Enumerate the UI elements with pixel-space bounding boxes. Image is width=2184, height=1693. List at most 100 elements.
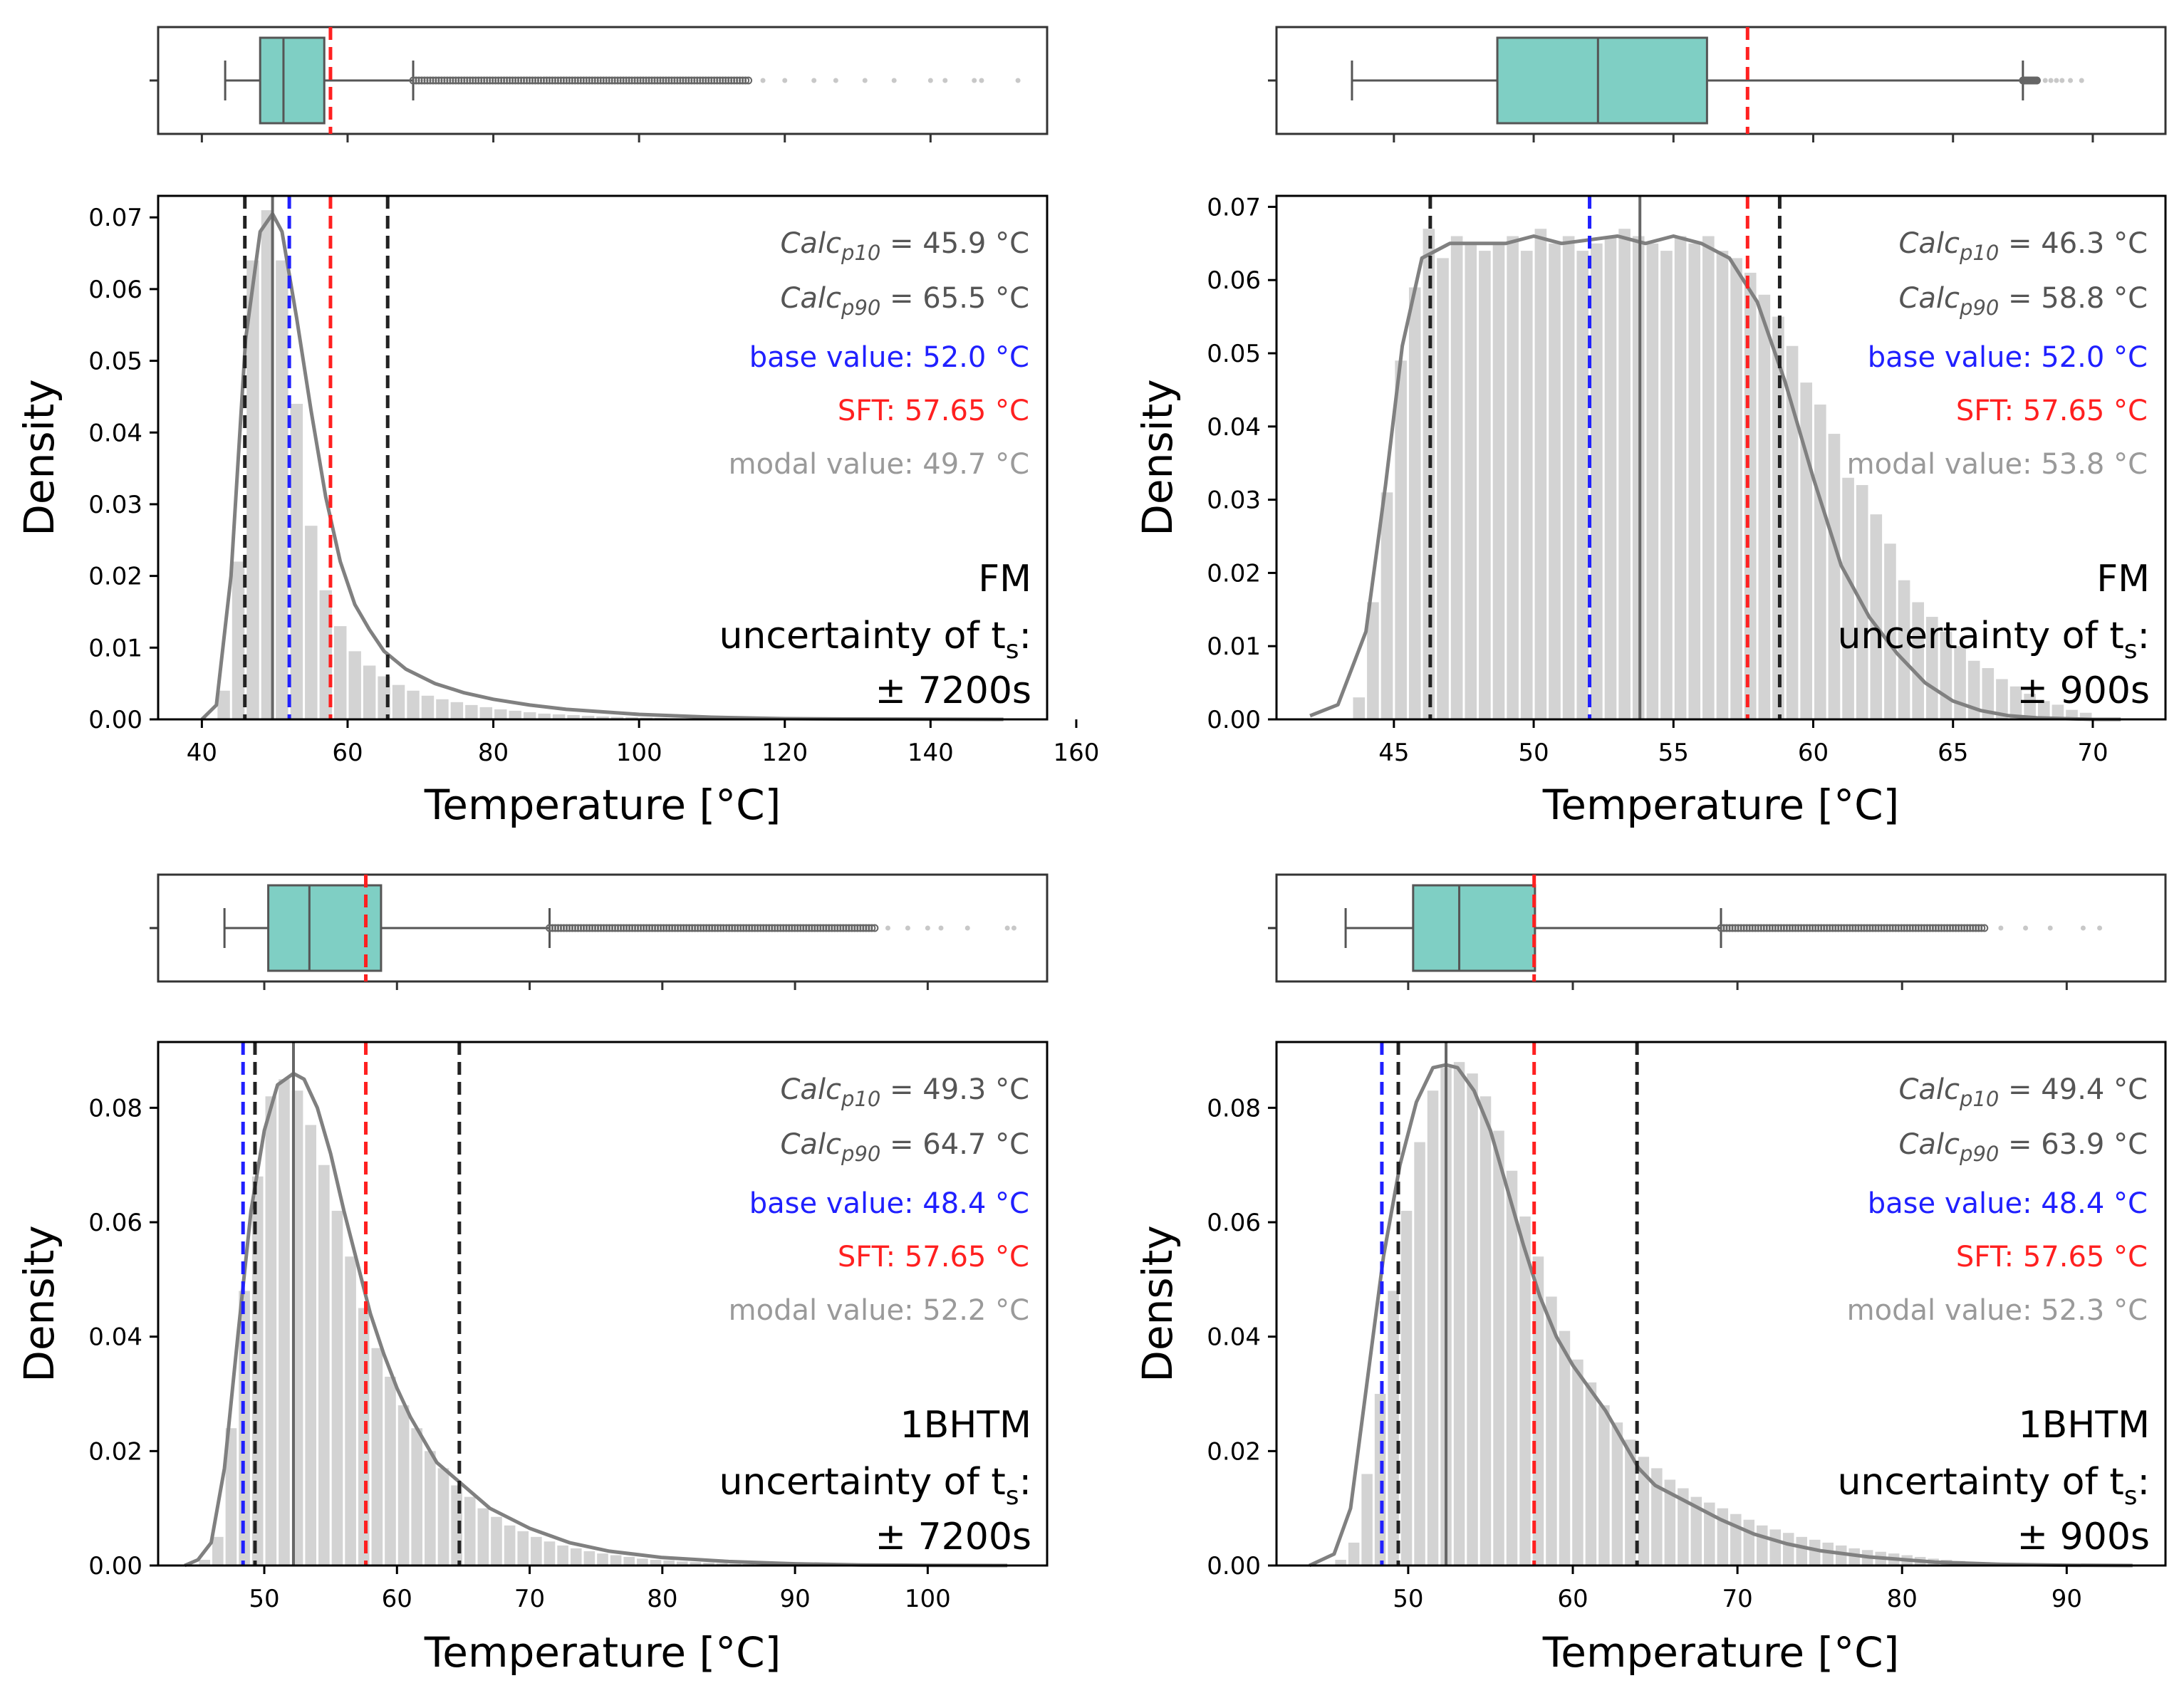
histogram-bar — [1757, 1526, 1767, 1566]
histogram-bar — [436, 699, 448, 719]
calc-subscript: p10 — [1959, 241, 1999, 265]
histogram-bar — [217, 691, 229, 719]
calc-p10-annotation: Calcp10 = 45.9 °C — [780, 227, 1029, 265]
method-label: FM — [2096, 558, 2150, 600]
histogram-bar — [557, 1546, 568, 1566]
x-tick-label: 140 — [908, 739, 954, 767]
histogram-bar — [345, 1256, 356, 1566]
x-tick-label: 60 — [332, 739, 363, 767]
calc-name: Calc — [1898, 227, 1960, 260]
x-tick-label: 50 — [1518, 739, 1549, 767]
histogram-bar — [1507, 1171, 1517, 1566]
y-tick-label: 0.04 — [88, 419, 142, 447]
histogram-bar — [392, 685, 405, 719]
outlier-point — [2081, 926, 2086, 931]
interval-label: ± 900s — [2017, 1516, 2150, 1558]
histogram-bar — [1730, 258, 1742, 719]
y-tick-label: 0.05 — [88, 348, 142, 376]
y-tick-label: 0.01 — [88, 634, 142, 662]
x-tick-label: 60 — [1798, 739, 1829, 767]
histogram-bar — [1559, 1331, 1570, 1566]
x-tick-label: 70 — [2077, 739, 2108, 767]
histogram-bar — [480, 707, 492, 719]
modal-value-annotation: modal value: 52.3 °C — [1847, 1294, 2148, 1327]
uncertainty-label: uncertainty of ts: — [719, 615, 1031, 665]
histogram-bar — [305, 526, 317, 719]
outlier-point — [833, 78, 838, 83]
histogram-bar — [494, 709, 506, 719]
uncertainty-subscript: s — [2124, 635, 2138, 665]
boxplot — [1268, 875, 2165, 990]
uncertainty-subscript: s — [1006, 635, 1019, 665]
calc-subscript: p90 — [1959, 296, 1999, 320]
outlier-point — [2023, 926, 2028, 931]
histogram-bar — [232, 561, 244, 719]
outlier-point — [863, 78, 868, 83]
histogram-bar — [1800, 382, 1812, 719]
histogram-bar — [1381, 492, 1393, 719]
y-tick-label: 0.08 — [88, 1094, 142, 1122]
outlier-point — [2059, 78, 2064, 83]
y-tick-label: 0.04 — [88, 1323, 142, 1352]
histogram-bar — [451, 702, 463, 719]
y-tick-label: 0.04 — [1207, 413, 1261, 442]
outlier-point — [811, 78, 816, 83]
outlier-point — [2097, 926, 2102, 931]
histogram-bar — [1702, 236, 1715, 719]
outlier-point — [2048, 926, 2053, 931]
calc-subscript: p90 — [841, 296, 880, 320]
x-axis-label: Temperature [°C] — [424, 1628, 781, 1677]
outlier-point — [2054, 78, 2059, 83]
histogram-bar — [504, 1526, 516, 1566]
x-tick-label: 160 — [1053, 739, 1099, 767]
calc-value: = 65.5 °C — [880, 282, 1029, 315]
y-tick-label: 0.06 — [1207, 1209, 1261, 1237]
calc-value: = 49.4 °C — [1999, 1073, 2148, 1106]
y-tick-label: 0.06 — [88, 1209, 142, 1237]
modal-value-annotation: modal value: 53.8 °C — [1847, 448, 2148, 481]
uncertainty-subscript: s — [1006, 1481, 1019, 1511]
boxplot — [150, 875, 1047, 990]
outlier-point — [1012, 926, 1016, 931]
calc-name: Calc — [780, 282, 841, 315]
outlier-point — [885, 926, 890, 931]
histogram-bar — [398, 1405, 410, 1566]
calc-value: = 58.8 °C — [1999, 282, 2148, 315]
histogram-bar — [1675, 236, 1687, 719]
histogram-bar — [1744, 1520, 1754, 1566]
y-tick-label: 0.02 — [88, 1437, 142, 1466]
outlier-point — [965, 926, 970, 931]
modal-value-annotation: modal value: 49.7 °C — [729, 448, 1029, 481]
outlier-point — [928, 78, 933, 83]
histogram-bar — [348, 651, 360, 719]
histogram-bar — [1660, 251, 1673, 719]
uncertainty-label: uncertainty of ts: — [719, 1461, 1031, 1511]
x-tick-label: 60 — [1557, 1585, 1588, 1613]
histogram-bar — [571, 1548, 582, 1566]
histogram-bar — [411, 1428, 422, 1566]
histogram-bar — [1375, 1394, 1385, 1566]
histogram-bar — [291, 404, 303, 719]
histogram-bar — [425, 1451, 436, 1566]
histogram-bar — [1467, 1073, 1477, 1566]
histogram-bar — [276, 261, 288, 719]
iqr-box — [1413, 885, 1535, 971]
modal-value-annotation: modal value: 52.2 °C — [729, 1294, 1029, 1327]
histogram-bar — [363, 665, 375, 719]
y-axis-label: Density — [1133, 379, 1182, 536]
histogram-bar — [1454, 1062, 1465, 1566]
interval-label: ± 900s — [2017, 670, 2150, 712]
histogram-bar — [1647, 244, 1659, 719]
y-tick-label: 0.00 — [88, 1552, 142, 1580]
x-tick-label: 90 — [779, 1585, 810, 1613]
histogram-bar — [1563, 236, 1575, 719]
histogram-bar — [1822, 1543, 1833, 1566]
histogram-bar — [1688, 244, 1700, 719]
calc-subscript: p90 — [1959, 1142, 1999, 1166]
uncertainty-subscript: s — [2124, 1481, 2138, 1511]
histogram-bar — [1493, 244, 1505, 719]
histogram-bar — [1451, 236, 1463, 719]
uncertainty-colon: : — [2137, 615, 2150, 657]
